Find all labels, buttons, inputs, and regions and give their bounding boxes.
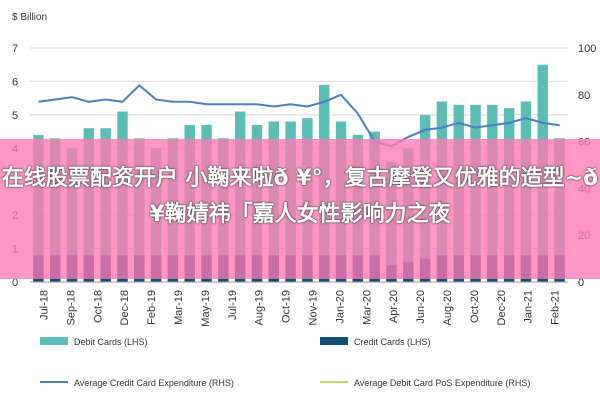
- right-tick-label: 100: [578, 43, 596, 55]
- overlay-text: 在线股票配资开户 小鞠来啦ð ¥°，复古摩登又优雅的造型~ð ¥鞠婧祎「嘉人女性…: [1, 166, 599, 227]
- x-tick-label: Jul-19: [227, 290, 239, 320]
- x-tick-label: Aug-19: [254, 290, 266, 325]
- left-tick-label: 7: [12, 43, 18, 55]
- x-tick-label: Nov-19: [307, 290, 319, 325]
- x-tick-label: Dec-20: [496, 290, 508, 325]
- units-label: $ Billion: [12, 12, 47, 23]
- x-tick-label: Jan-21: [523, 290, 535, 324]
- legend-swatch: [320, 337, 348, 345]
- x-tick-label: Oct-20: [469, 290, 481, 323]
- x-axis: Jul-18 Sep-18 Oct-18 Dec-18 Feb-19 Mar-19 May-…: [30, 281, 568, 327]
- line-series: [38, 84, 560, 148]
- x-tick-label: Jun-20: [415, 290, 427, 324]
- left-tick-label: 6: [12, 76, 18, 88]
- x-tick-label: May-19: [200, 290, 212, 327]
- x-tick-label: Apr-20: [388, 290, 400, 323]
- x-tick-label: Jul-18: [38, 290, 50, 320]
- x-tick-label: Dec-18: [119, 290, 131, 325]
- left-tick-label: 0: [12, 277, 18, 289]
- legend-label: Credit Cards (LHS): [354, 337, 431, 347]
- overlay-banner: [0, 139, 600, 279]
- legend-label: Average Credit Card Expenditure (RHS): [74, 378, 234, 388]
- x-tick-label: Oct-18: [92, 290, 104, 323]
- x-tick-label: Feb-19: [146, 290, 158, 325]
- x-tick-label: Aug-20: [442, 290, 454, 325]
- x-tick-label: Sep-18: [65, 290, 77, 325]
- x-tick-label: Jan-20: [334, 290, 346, 324]
- legend-swatch: [40, 337, 68, 345]
- lines-group: [38, 84, 560, 148]
- legend: Debit Cards (LHS) Credit Cards (LHS) Avera…: [40, 337, 530, 388]
- legend-label: Average Debit Card PoS Expenditure (RHS): [354, 378, 530, 388]
- x-tick-label: Mar-19: [173, 290, 185, 325]
- x-tick-label: Oct-19: [281, 290, 293, 323]
- right-tick-label: 0: [578, 277, 584, 289]
- legend-label: Debit Cards (LHS): [74, 337, 148, 347]
- left-tick-label: 5: [12, 110, 18, 122]
- x-tick-label: Mar-20: [361, 290, 373, 325]
- x-tick-label: Feb-21: [550, 290, 562, 325]
- right-tick-label: 80: [578, 90, 590, 102]
